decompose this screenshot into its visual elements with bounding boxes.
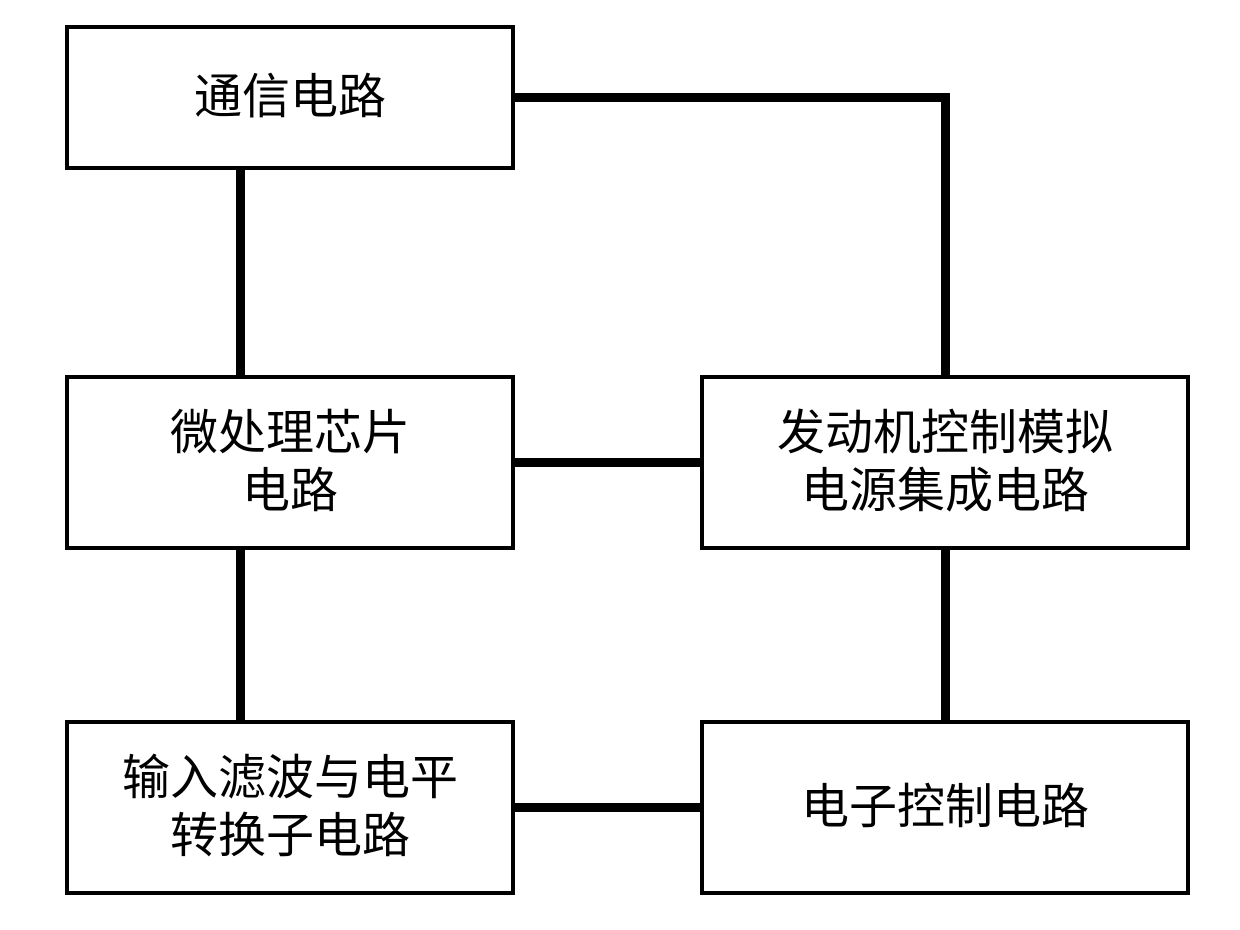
edge-n2-n4 — [515, 458, 700, 467]
node-label: 微处理芯片电路 — [170, 405, 410, 520]
diagram-canvas: 通信电路 微处理芯片电路 输入滤波与电平转换子电路 发动机控制模拟电源集成电路 … — [0, 0, 1240, 930]
edge-n1-n4-horizontal — [515, 93, 950, 102]
edge-n4-n5 — [941, 550, 950, 720]
node-label: 电子控制电路 — [801, 779, 1089, 837]
edge-n3-n5 — [515, 803, 700, 812]
node-electronic-control-circuit: 电子控制电路 — [700, 720, 1190, 895]
edge-n1-n4-vertical — [941, 93, 950, 375]
node-label: 输入滤波与电平转换子电路 — [122, 750, 458, 865]
edge-n1-n2 — [236, 170, 245, 375]
node-input-filter-level-convert-subcircuit: 输入滤波与电平转换子电路 — [65, 720, 515, 895]
edge-n2-n3 — [236, 550, 245, 720]
node-microprocessor-chip-circuit: 微处理芯片电路 — [65, 375, 515, 550]
node-engine-control-analog-power-ic: 发动机控制模拟电源集成电路 — [700, 375, 1190, 550]
node-communication-circuit: 通信电路 — [65, 25, 515, 170]
node-label: 通信电路 — [194, 69, 386, 127]
node-label: 发动机控制模拟电源集成电路 — [777, 405, 1113, 520]
